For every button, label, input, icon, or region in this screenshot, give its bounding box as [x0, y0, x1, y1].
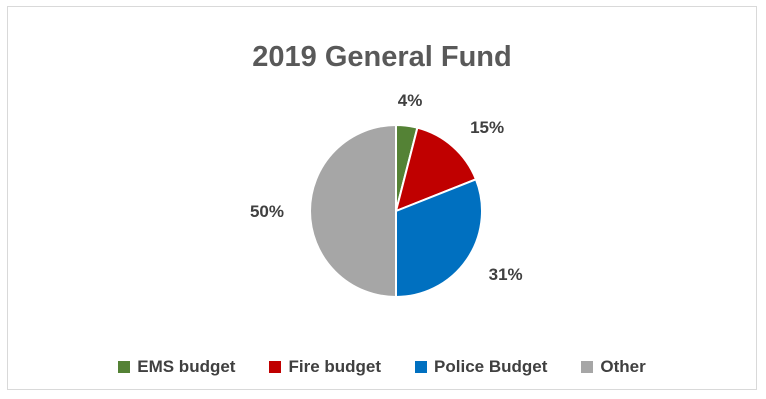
pie-slice-fire-budget — [394, 126, 478, 213]
data-label-police-budget: 31% — [489, 265, 523, 284]
legend-label: Other — [600, 357, 646, 376]
legend-swatch — [415, 361, 428, 373]
legend-swatch — [581, 361, 594, 373]
legend-item-other: Other — [581, 357, 646, 377]
legend-swatch — [118, 361, 131, 373]
legend-swatch — [269, 361, 282, 373]
data-label-other: 50% — [250, 202, 284, 221]
data-label-ems-budget: 4% — [398, 91, 423, 110]
legend-label: Fire budget — [288, 357, 382, 376]
chart-area: 2019 General Fund 4% 15% 31% 50% EMS budget… — [7, 6, 757, 390]
legend-item-police-budget: Police Budget — [415, 357, 547, 377]
legend: EMS budget Fire budget Police Budget Other — [8, 357, 756, 377]
pie-slice-police-budget — [395, 178, 483, 299]
data-label-fire-budget: 15% — [470, 118, 504, 137]
legend-label: EMS budget — [137, 357, 236, 376]
pie-chart: 4% 15% 31% 50% — [250, 91, 523, 299]
legend-label: Police Budget — [434, 357, 548, 376]
legend-item-ems-budget: EMS budget — [118, 357, 235, 377]
pie-slice-other — [309, 123, 397, 299]
legend-item-fire-budget: Fire budget — [269, 357, 381, 377]
chart-title: 2019 General Fund — [252, 41, 512, 73]
